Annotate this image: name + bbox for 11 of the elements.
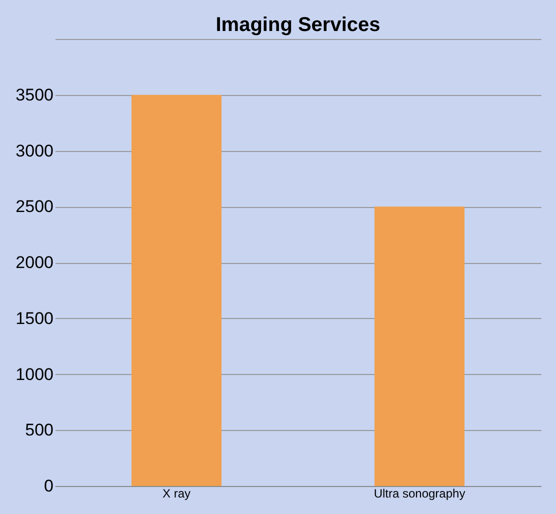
y-tick-label: 2000: [16, 253, 54, 272]
x-tick-label: X ray: [162, 486, 191, 500]
y-tick-label: 0: [44, 476, 54, 496]
y-tick-label: 2500: [16, 197, 54, 216]
y-tick-label: 1000: [16, 364, 54, 384]
x-tick-label: Ultra sonography: [374, 486, 466, 500]
y-tick-label: 3500: [16, 85, 54, 104]
chart-title: Imaging Services: [216, 14, 380, 36]
y-tick-label: 3000: [16, 141, 54, 160]
y-tick-label: 1500: [16, 308, 54, 328]
y-tick-label: 500: [25, 420, 54, 440]
